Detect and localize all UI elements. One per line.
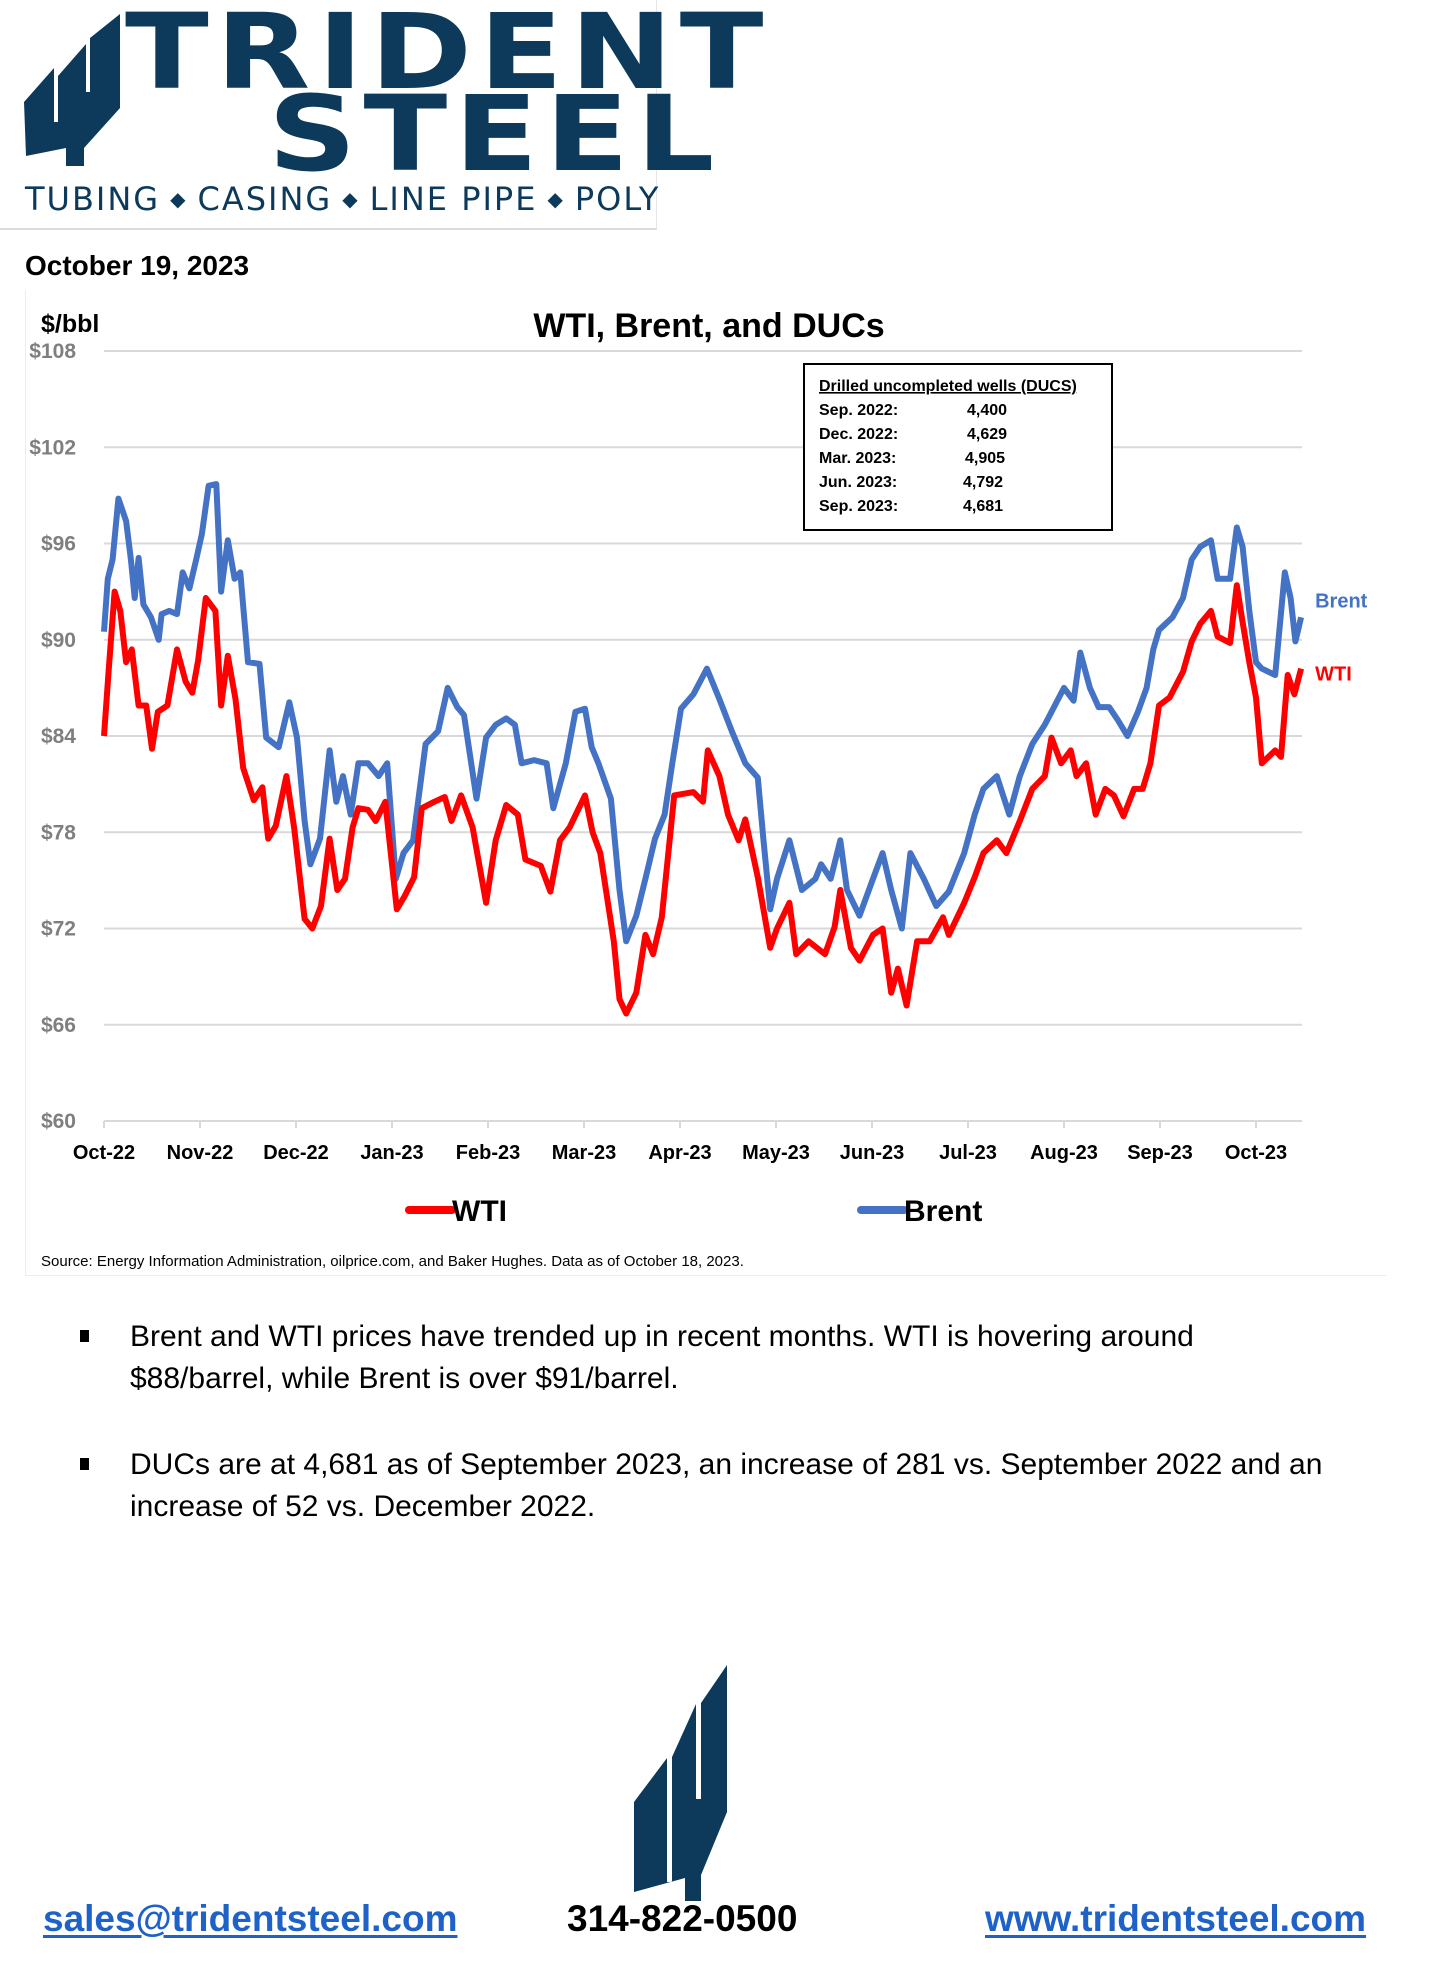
- x-tick-label: Oct-22: [73, 1142, 135, 1164]
- trident-icon: [24, 14, 120, 166]
- bullet-text: DUCs are at 4,681 as of September 2023, …: [130, 1444, 1380, 1528]
- legend-label-brent: Brent: [904, 1195, 982, 1228]
- brand-name-line2: STEEL: [268, 73, 722, 195]
- y-tick-label: $84: [41, 725, 76, 748]
- duc-row-value: 4,792: [963, 474, 1003, 491]
- brand-logo: TRIDENT STEEL TUBING ◆ CASING ◆ LINE PIPE ◆ PO…: [0, 0, 763, 230]
- duc-row-label: Jun. 2023:: [819, 474, 897, 491]
- duc-row-label: Dec. 2022:: [819, 426, 898, 443]
- y-tick-label: $66: [41, 1014, 76, 1037]
- bullet-text: Brent and WTI prices have trended up in …: [130, 1316, 1380, 1400]
- y-tick-label: $60: [41, 1110, 76, 1133]
- chart-legend: WTI Brent: [405, 1195, 982, 1228]
- x-tick-label: Aug-23: [1030, 1142, 1098, 1164]
- diamond-separator-icon: ◆: [547, 187, 565, 211]
- tagline-item: POLY: [574, 180, 661, 218]
- x-tick-label: May-23: [742, 1142, 810, 1164]
- y-tick-label: $96: [41, 533, 76, 556]
- diamond-separator-icon: ◆: [170, 187, 188, 211]
- bullet-line: Brent and WTI prices have trended up in …: [130, 1320, 1194, 1353]
- duc-row-value: 4,905: [965, 450, 1005, 467]
- duc-box-title: Drilled uncompleted wells (DUCS): [819, 378, 1077, 395]
- x-tick-label: Jan-23: [360, 1142, 423, 1164]
- chart-source-note: Source: Energy Information Administratio…: [41, 1253, 744, 1270]
- price-chart: $60 $66 $72 $78 $84 $90 $96 $102 $108 Oct-22 Nov-2…: [25, 290, 1386, 1276]
- x-tick-label: Oct-23: [1225, 1142, 1287, 1164]
- bullet-line: DUCs are at 4,681 as of September 2023, …: [130, 1448, 1323, 1481]
- chart-title: WTI, Brent, and DUCs: [533, 307, 884, 345]
- x-tick-label: Apr-23: [648, 1142, 711, 1164]
- series-end-label-wti: WTI: [1315, 664, 1352, 686]
- bullet-square-icon: [80, 1330, 89, 1342]
- duc-row-label: Sep. 2023:: [819, 498, 898, 515]
- bullet-line: $88/barrel, while Brent is over $91/barr…: [130, 1362, 679, 1395]
- series-line-brent: [101, 481, 1305, 945]
- footer-phone: 314-822-0500: [567, 1898, 798, 1939]
- y-tick-label: $102: [29, 436, 76, 459]
- report-date: October 19, 2023: [25, 250, 250, 281]
- bullet-square-icon: [80, 1458, 89, 1470]
- tagline-item: TUBING: [25, 180, 161, 218]
- duc-row-value: 4,681: [963, 498, 1003, 515]
- x-tick-label: Feb-23: [456, 1142, 520, 1164]
- x-tick-label: Nov-22: [167, 1142, 234, 1164]
- chart-canvas: $60 $66 $72 $78 $84 $90 $96 $102 $108 Oct-22 Nov-2…: [29, 307, 1368, 1270]
- footer-website-link[interactable]: www.tridentsteel.com: [985, 1898, 1367, 1939]
- x-tick-label: Jul-23: [939, 1142, 997, 1164]
- y-tick-label: $90: [41, 629, 76, 652]
- footer-email-link[interactable]: sales@tridentsteel.com: [43, 1898, 458, 1939]
- y-axis-unit-label: $/bbl: [41, 310, 99, 338]
- diamond-separator-icon: ◆: [342, 187, 360, 211]
- duc-row-value: 4,400: [967, 402, 1007, 419]
- series-line-wti: [101, 582, 1305, 1017]
- duc-annotation-box: Drilled uncompleted wells (DUCS) Sep. 20…: [803, 363, 1113, 531]
- duc-row-value: 4,629: [967, 426, 1007, 443]
- x-tick-label: Dec-22: [263, 1142, 329, 1164]
- x-tick-label: Jun-23: [840, 1142, 904, 1164]
- duc-row-label: Sep. 2022:: [819, 402, 898, 419]
- x-tick-label: Sep-23: [1127, 1142, 1193, 1164]
- bullet-line: increase of 52 vs. December 2022.: [130, 1490, 596, 1523]
- trident-footer-icon: [634, 1665, 727, 1901]
- y-tick-label: $72: [41, 918, 76, 941]
- x-tick-label: Mar-23: [552, 1142, 616, 1164]
- tagline-item: CASING: [197, 180, 333, 218]
- brand-tagline: TUBING ◆ CASING ◆ LINE PIPE ◆ POLY: [25, 180, 660, 218]
- brand-name-line1: TRIDENT: [125, 0, 771, 113]
- duc-row-label: Mar. 2023:: [819, 450, 896, 467]
- tagline-item: LINE PIPE: [369, 180, 538, 218]
- y-tick-label: $78: [41, 821, 76, 844]
- legend-label-wti: WTI: [452, 1195, 507, 1228]
- y-tick-label: $108: [29, 340, 76, 363]
- series-end-label-brent: Brent: [1315, 590, 1368, 612]
